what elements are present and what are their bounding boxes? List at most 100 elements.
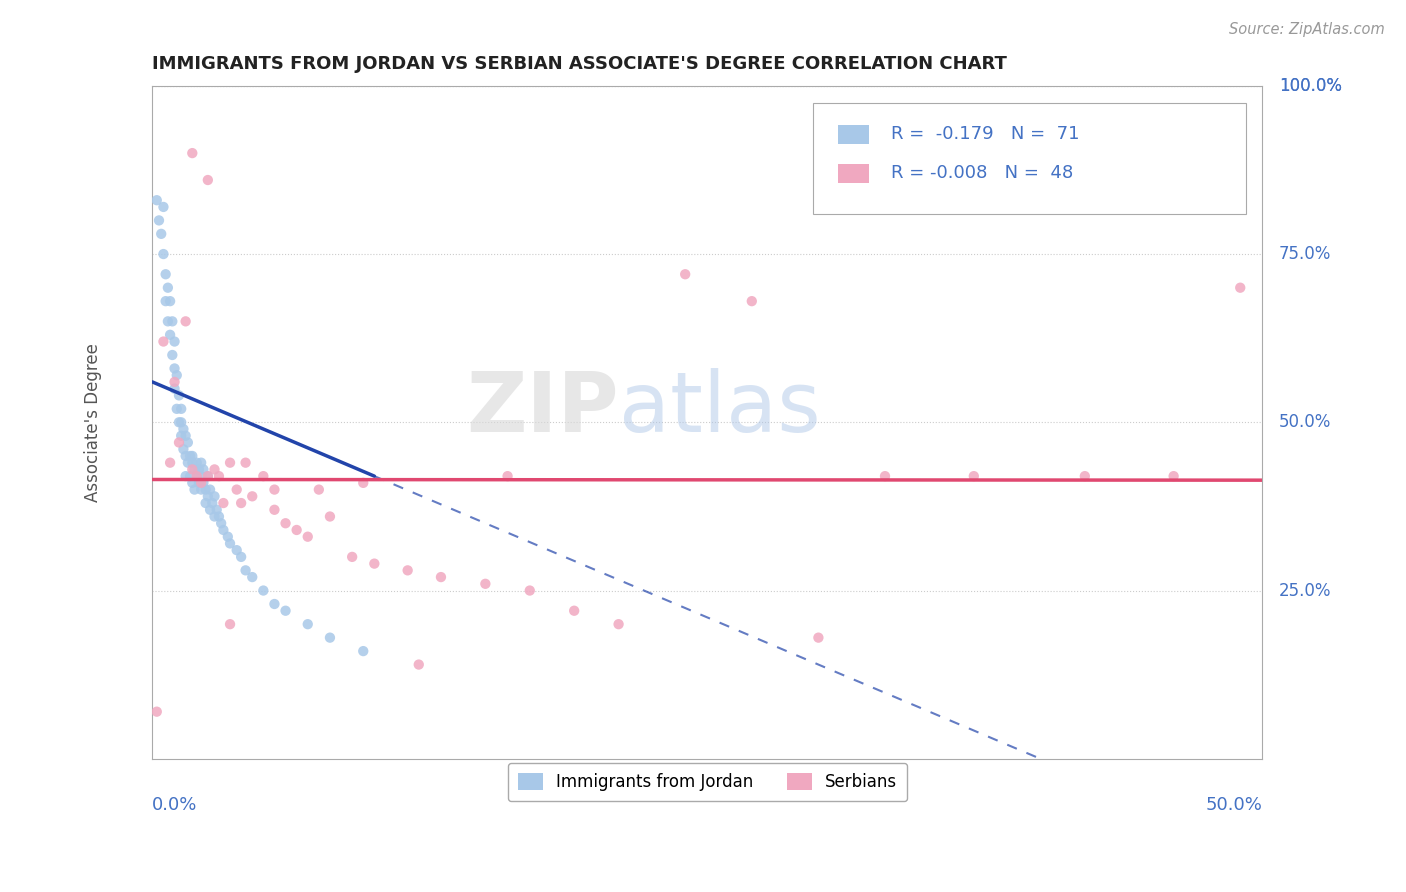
Point bbox=[190, 469, 212, 483]
Point bbox=[194, 496, 217, 510]
Point bbox=[152, 200, 174, 214]
Point bbox=[166, 368, 188, 383]
Point bbox=[197, 489, 219, 503]
Point bbox=[190, 483, 212, 497]
Point bbox=[562, 604, 585, 618]
Point bbox=[170, 429, 193, 443]
Point bbox=[177, 456, 200, 470]
Point bbox=[198, 503, 221, 517]
Point bbox=[219, 617, 242, 632]
Point bbox=[807, 631, 830, 645]
Point bbox=[188, 475, 211, 490]
Point bbox=[155, 267, 177, 281]
Point bbox=[193, 462, 215, 476]
Text: ZIP: ZIP bbox=[465, 368, 619, 450]
Point bbox=[607, 617, 630, 632]
Point bbox=[186, 469, 208, 483]
Point bbox=[181, 462, 204, 476]
Text: 50.0%: 50.0% bbox=[1205, 796, 1263, 814]
Text: 75.0%: 75.0% bbox=[1279, 245, 1331, 263]
Point bbox=[159, 327, 181, 342]
Point bbox=[352, 475, 374, 490]
Point bbox=[181, 449, 204, 463]
Point bbox=[240, 489, 263, 503]
Point bbox=[319, 509, 342, 524]
Point bbox=[170, 401, 193, 416]
Point bbox=[235, 456, 257, 470]
Point bbox=[163, 361, 186, 376]
Point bbox=[167, 388, 190, 402]
Point bbox=[673, 267, 696, 281]
Point bbox=[263, 503, 285, 517]
Point bbox=[188, 462, 211, 476]
Point bbox=[408, 657, 430, 672]
Bar bbox=[838, 164, 869, 183]
Point bbox=[308, 483, 330, 497]
Point bbox=[174, 429, 197, 443]
Point bbox=[212, 496, 235, 510]
Point bbox=[1229, 281, 1251, 295]
Text: 100.0%: 100.0% bbox=[1279, 77, 1343, 95]
Legend: Immigrants from Jordan, Serbians: Immigrants from Jordan, Serbians bbox=[508, 763, 907, 801]
Point bbox=[396, 563, 419, 577]
Point bbox=[166, 401, 188, 416]
Point bbox=[150, 227, 173, 241]
Point bbox=[204, 509, 226, 524]
Text: IMMIGRANTS FROM JORDAN VS SERBIAN ASSOCIATE'S DEGREE CORRELATION CHART: IMMIGRANTS FROM JORDAN VS SERBIAN ASSOCI… bbox=[152, 55, 1007, 73]
Point bbox=[204, 489, 226, 503]
Point bbox=[186, 456, 208, 470]
Point bbox=[186, 469, 208, 483]
Point bbox=[146, 193, 169, 207]
Point bbox=[159, 456, 181, 470]
Point bbox=[252, 469, 274, 483]
Text: 0.0%: 0.0% bbox=[152, 796, 198, 814]
Point bbox=[190, 456, 212, 470]
Text: 100.0%: 100.0% bbox=[1279, 77, 1343, 95]
Point bbox=[197, 469, 219, 483]
Point bbox=[152, 334, 174, 349]
Point bbox=[474, 576, 496, 591]
Point bbox=[285, 523, 308, 537]
Point bbox=[201, 496, 224, 510]
Point bbox=[263, 483, 285, 497]
Bar bbox=[838, 125, 869, 144]
Text: atlas: atlas bbox=[619, 368, 820, 450]
Point bbox=[159, 294, 181, 309]
Point bbox=[172, 422, 194, 436]
Point bbox=[156, 281, 179, 295]
Point bbox=[208, 509, 231, 524]
Point bbox=[240, 570, 263, 584]
FancyBboxPatch shape bbox=[813, 103, 1246, 214]
Text: Associate's Degree: Associate's Degree bbox=[84, 343, 103, 501]
Point bbox=[219, 456, 242, 470]
Point bbox=[217, 530, 239, 544]
Point bbox=[197, 469, 219, 483]
Point bbox=[167, 415, 190, 429]
Point bbox=[252, 583, 274, 598]
Text: Source: ZipAtlas.com: Source: ZipAtlas.com bbox=[1229, 22, 1385, 37]
Point bbox=[177, 435, 200, 450]
Point bbox=[181, 146, 204, 161]
Point bbox=[155, 294, 177, 309]
Point bbox=[174, 469, 197, 483]
Point bbox=[235, 563, 257, 577]
Point bbox=[179, 449, 201, 463]
Point bbox=[205, 503, 228, 517]
Point bbox=[873, 469, 896, 483]
Point bbox=[963, 469, 986, 483]
Point bbox=[212, 523, 235, 537]
Point bbox=[519, 583, 541, 598]
Point bbox=[162, 314, 184, 328]
Point bbox=[194, 483, 217, 497]
Point bbox=[181, 475, 204, 490]
Point bbox=[319, 631, 342, 645]
Point bbox=[204, 462, 226, 476]
Point bbox=[496, 469, 519, 483]
Point bbox=[231, 496, 253, 510]
Point bbox=[170, 415, 193, 429]
Point bbox=[163, 334, 186, 349]
Point bbox=[225, 543, 247, 558]
Point bbox=[152, 247, 174, 261]
Point bbox=[231, 549, 253, 564]
Point bbox=[430, 570, 453, 584]
